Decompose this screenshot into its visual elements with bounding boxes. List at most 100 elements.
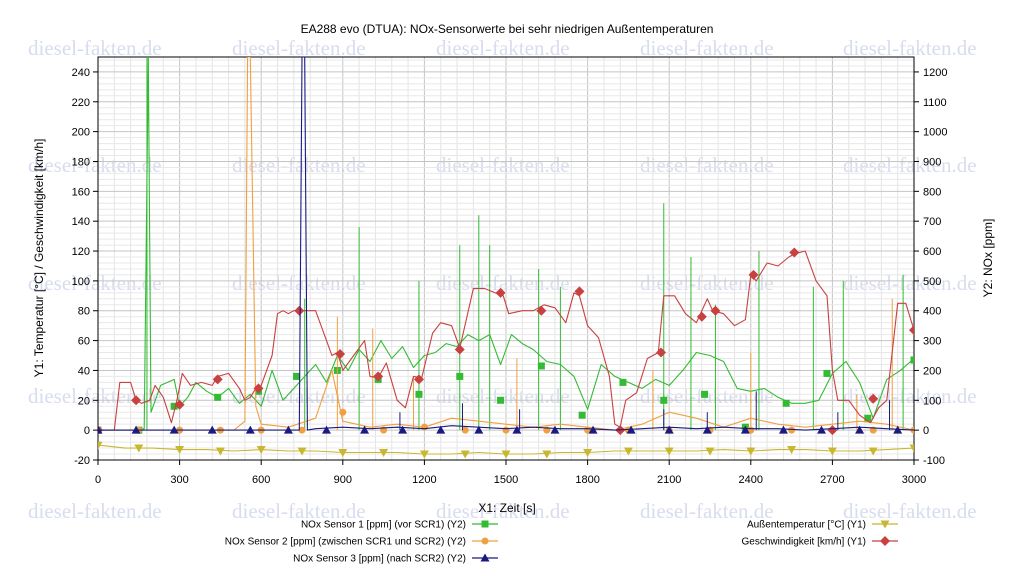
series-line <box>98 57 914 431</box>
series-point <box>474 425 484 434</box>
series-point <box>827 447 837 456</box>
y1-tick-label: 220 <box>72 97 90 109</box>
x-tick-label: 300 <box>170 474 188 486</box>
y2-tick-label: 200 <box>923 365 941 377</box>
series-point <box>626 425 636 434</box>
series-point <box>864 414 872 422</box>
y1-tick-label: -20 <box>74 455 90 467</box>
watermark-text: diesel-fakten.de <box>28 36 162 60</box>
series-point <box>550 425 560 434</box>
y2-tick-label: 500 <box>923 276 941 288</box>
watermark-text: diesel-fakten.de <box>640 36 774 60</box>
series-point <box>321 425 331 434</box>
series-point <box>175 446 185 455</box>
y1-tick-label: 80 <box>78 306 90 318</box>
series-point <box>893 425 903 434</box>
series-point <box>512 425 522 434</box>
series-3 <box>98 441 914 459</box>
gridlines <box>97 57 915 461</box>
y1-tick-label: 20 <box>78 395 90 407</box>
watermark-text: diesel-fakten.de <box>843 384 977 408</box>
y2-tick-label: 1000 <box>923 127 947 139</box>
watermark-text: diesel-fakten.de <box>843 499 977 523</box>
series-2 <box>98 57 914 434</box>
series-point <box>782 399 790 407</box>
series-point <box>373 371 384 382</box>
series-point <box>338 449 348 458</box>
legend-entry: NOx Sensor 1 [ppm] (vor SCR1) (Y2) <box>301 520 498 531</box>
x-axis-label: X1: Zeit [s] <box>478 501 535 515</box>
y1-tick-label: 240 <box>72 67 90 79</box>
y2-tick-label: 400 <box>923 306 941 318</box>
legend-swatch-marker <box>481 520 489 528</box>
series-point <box>664 447 674 456</box>
series-point <box>574 286 585 297</box>
legend-swatch-marker <box>880 536 890 546</box>
y1-tick-label: 160 <box>72 186 90 198</box>
legend-label: NOx Sensor 3 [ppm] (nach SCR2) (Y2) <box>293 554 466 565</box>
series-point <box>588 425 598 434</box>
series-point <box>398 425 408 434</box>
series-point <box>207 425 217 434</box>
legend-label: Außentemperatur [°C] (Y1) <box>747 520 866 531</box>
series-point <box>868 393 879 404</box>
series-point <box>578 411 586 419</box>
series-point <box>787 446 797 455</box>
watermark-text: diesel-fakten.de <box>640 499 774 523</box>
y2-tick-label: 0 <box>923 425 929 437</box>
watermark-text: diesel-fakten.de <box>28 499 162 523</box>
series-point <box>253 383 264 394</box>
series-point <box>415 390 423 398</box>
series-point <box>256 446 266 455</box>
series-point <box>495 287 506 298</box>
series-point <box>169 425 179 434</box>
x-tick-label: 0 <box>95 474 101 486</box>
series-point <box>660 396 668 404</box>
series-point <box>537 362 545 370</box>
y1-tick-label: 200 <box>72 127 90 139</box>
y2-tick-label: 100 <box>923 395 941 407</box>
series-point <box>420 423 428 431</box>
series-point <box>214 393 222 401</box>
x-tick-label: 1800 <box>575 474 599 486</box>
series-point <box>413 374 424 385</box>
series-line <box>98 250 914 431</box>
series-point <box>740 425 750 434</box>
series-point <box>827 425 838 436</box>
x-tick-label: 2100 <box>657 474 681 486</box>
series-point <box>419 450 429 459</box>
series-point <box>710 305 721 316</box>
series-point <box>664 425 674 434</box>
y2-tick-label: 1100 <box>923 97 947 109</box>
y2-axis-label: Y2: NOx [ppm] <box>981 219 995 298</box>
series-point <box>283 425 293 434</box>
series-point <box>379 449 389 458</box>
series-point <box>360 425 370 434</box>
series-line <box>98 57 914 431</box>
legend-entry: Außentemperatur [°C] (Y1) <box>747 520 898 531</box>
legend-label: NOx Sensor 1 [ppm] (vor SCR1) (Y2) <box>301 520 466 531</box>
legend-swatch-marker <box>481 537 489 545</box>
series-point <box>298 426 306 434</box>
x-tick-label: 2400 <box>739 474 763 486</box>
series-point <box>460 450 470 459</box>
series-point <box>910 356 914 364</box>
series-point <box>297 447 307 456</box>
series-point <box>656 347 667 358</box>
series-point <box>909 444 914 453</box>
series-point <box>335 349 346 360</box>
series-point <box>536 305 547 316</box>
y1-tick-label: 140 <box>72 216 90 228</box>
series-point <box>461 426 469 434</box>
series-point <box>170 402 178 410</box>
series-point <box>501 450 511 459</box>
y2-tick-label: 1200 <box>923 67 947 79</box>
series-point <box>131 395 142 406</box>
series-point <box>134 444 144 453</box>
series-point <box>131 425 141 434</box>
y1-tick-label: 0 <box>84 425 90 437</box>
legend-entry: NOx Sensor 3 [ppm] (nach SCR2) (Y2) <box>293 553 498 565</box>
watermark-text: diesel-fakten.de <box>232 36 366 60</box>
x-tick-label: 1500 <box>494 474 518 486</box>
